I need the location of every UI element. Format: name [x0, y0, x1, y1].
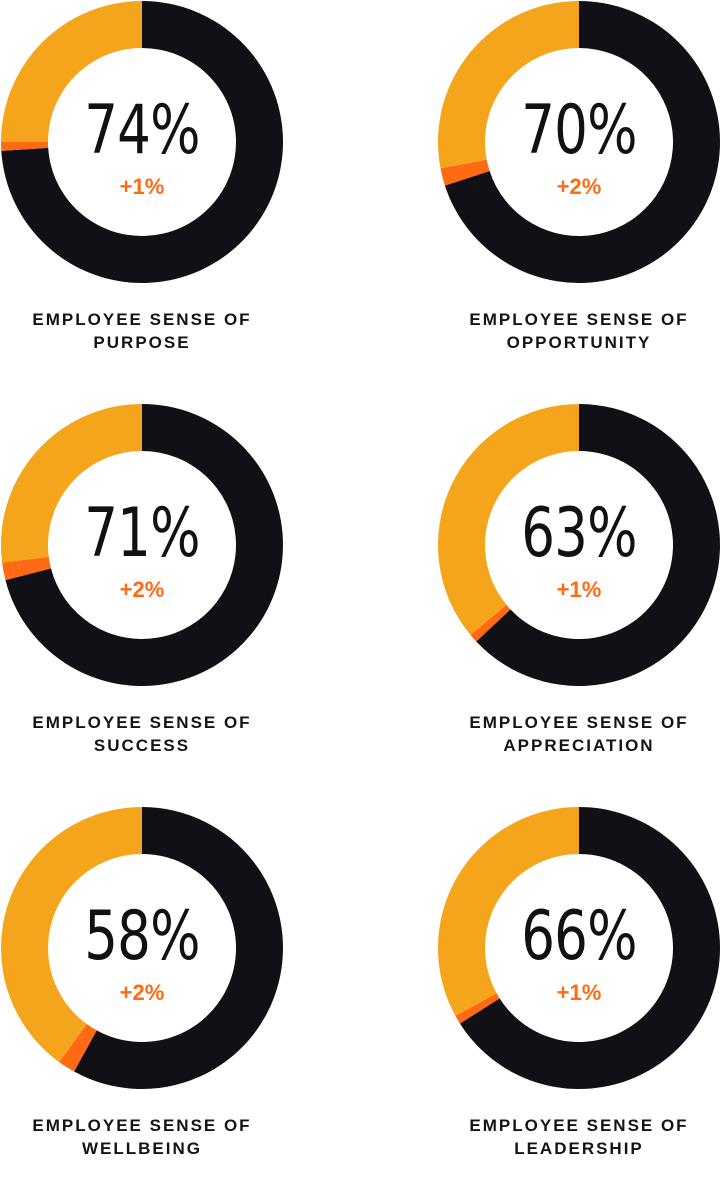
donut-svg [1, 1, 284, 284]
metric-label-line-1: EMPLOYEE SENSE OF [469, 1116, 689, 1135]
metric-label: EMPLOYEE SENSE OF APPRECIATION [437, 711, 720, 757]
metric-label-line-2: SUCCESS [93, 736, 191, 755]
metric-label-line-1: EMPLOYEE SENSE OF [32, 310, 252, 329]
change-value: +1% [556, 577, 602, 602]
slice-score [5, 404, 283, 686]
slice-change [59, 1024, 97, 1072]
change-value: +1% [119, 174, 165, 199]
donut-svg [437, 807, 720, 1089]
metric-card-purpose: 74% +1% EMPLOYEE SENSE OF PURPOSE [0, 0, 300, 380]
metric-label-line-2: LEADERSHIP [514, 1139, 644, 1158]
metric-label-line-2: APPRECIATION [503, 736, 655, 755]
slice-change [470, 604, 511, 642]
slice-score [459, 807, 720, 1089]
metric-card-appreciation: 63% +1% EMPLOYEE SENSE OF APPRECIATION [437, 403, 720, 783]
change-value: +1% [556, 980, 602, 1005]
metric-label-line-1: EMPLOYEE SENSE OF [469, 310, 689, 329]
metric-card-leadership: 66% +1% EMPLOYEE SENSE OF LEADERSHIP [437, 806, 720, 1186]
donut-chart [0, 0, 284, 284]
slice-change [455, 993, 500, 1024]
slice-score [444, 1, 720, 283]
donut-svg [438, 1, 720, 283]
metric-card-success: 71% +2% EMPLOYEE SENSE OF SUCCESS [0, 403, 300, 783]
score-value: 66% [521, 897, 637, 976]
metric-card-opportunity: 70% +2% EMPLOYEE SENSE OF OPPORTUNITY [437, 0, 720, 380]
slice-score [476, 404, 720, 686]
donut-svg [437, 404, 720, 686]
slice-remainder [437, 404, 579, 635]
donut-chart [437, 403, 720, 687]
metric-label-line-2: OPPORTUNITY [506, 333, 652, 352]
slice-change [2, 556, 51, 581]
score-value: 58% [84, 897, 200, 976]
metric-label-line-2: PURPOSE [93, 333, 191, 352]
change-value: +2% [556, 174, 602, 199]
change-value: +2% [119, 980, 165, 1005]
metric-label-line-1: EMPLOYEE SENSE OF [469, 713, 689, 732]
slice-change [440, 159, 490, 186]
score-value: 74% [84, 91, 200, 170]
metric-label: EMPLOYEE SENSE OF LEADERSHIP [437, 1114, 720, 1160]
metric-label: EMPLOYEE SENSE OF WELLBEING [0, 1114, 284, 1160]
metric-label-line-1: EMPLOYEE SENSE OF [32, 1116, 252, 1135]
donut-svg [0, 404, 283, 686]
slice-score [74, 807, 283, 1089]
change-value: +2% [119, 577, 165, 602]
score-value: 63% [521, 494, 637, 573]
slice-score [1, 1, 284, 284]
slice-remainder [437, 807, 579, 1016]
donut-chart [0, 403, 284, 687]
metric-label: EMPLOYEE SENSE OF OPPORTUNITY [437, 308, 720, 354]
metric-label-line-2: WELLBEING [82, 1139, 202, 1158]
metric-label: EMPLOYEE SENSE OF PURPOSE [0, 308, 284, 354]
metric-label-line-1: EMPLOYEE SENSE OF [32, 713, 252, 732]
donut-svg [0, 807, 283, 1089]
slice-remainder [0, 404, 143, 563]
donut-chart [437, 0, 720, 284]
metric-label: EMPLOYEE SENSE OF SUCCESS [0, 711, 284, 757]
slice-remainder [0, 807, 142, 1063]
slice-remainder [1, 1, 142, 142]
metric-card-wellbeing: 58% +2% EMPLOYEE SENSE OF WELLBEING [0, 806, 300, 1186]
score-value: 70% [521, 91, 637, 170]
donut-chart [437, 806, 720, 1090]
slice-remainder [438, 1, 579, 169]
donut-chart [0, 806, 284, 1090]
slice-change [1, 142, 49, 151]
score-value: 71% [84, 494, 200, 573]
